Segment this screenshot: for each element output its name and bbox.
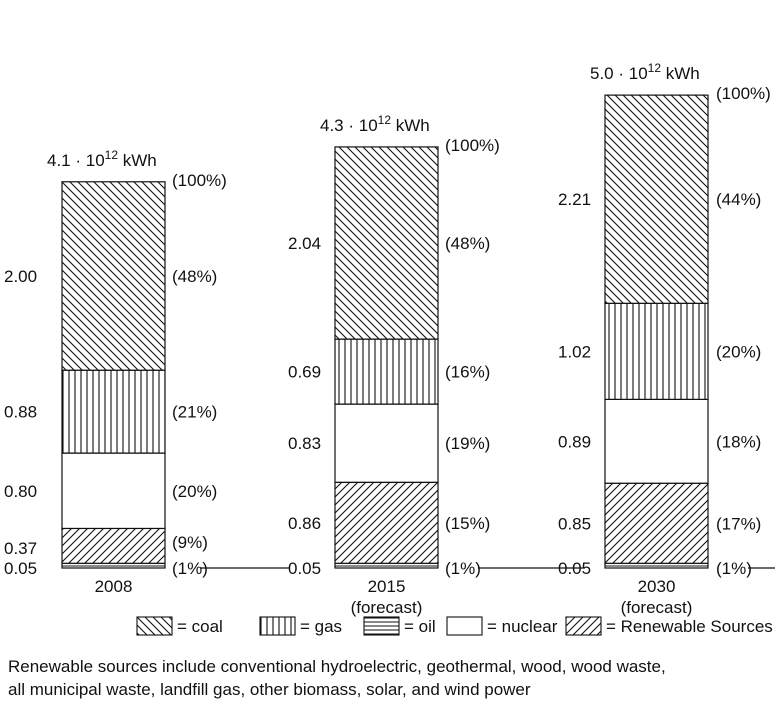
bar-segment-renewable-sources-2015 [334, 481, 439, 564]
percent-label-nuclear-2015: (19%) [445, 434, 490, 453]
value-label-oil-2008: 0.05 [4, 559, 37, 578]
bar-segment-coal-2015 [334, 146, 439, 340]
bar-segment-coal-2030 [604, 94, 709, 304]
value-label-gas-2030: 1.02 [558, 342, 591, 361]
category-label-2030: 2030 [638, 577, 676, 596]
legend-swatch-renewable-sources [565, 616, 602, 636]
bar-segment-renewable-sources-2030 [604, 482, 709, 564]
energy-stacked-bar-chart: 0.05 (1%) 0.37 (9%) 0.80 (20%) 0.88 (21%) 2.00 (4… [4, 61, 775, 636]
percent-label-nuclear-2030: (18%) [716, 432, 761, 451]
legend-swatch-nuclear [446, 616, 483, 636]
percent-label-oil-2008: (1%) [172, 559, 208, 578]
value-label-coal-2030: 2.21 [558, 190, 591, 209]
footnote-line-2: all municipal waste, landfill gas, other… [8, 680, 531, 699]
percent-label-renewable-sources-2030: (17%) [716, 514, 761, 533]
percent-label-coal-2030: (44%) [716, 190, 761, 209]
bar-segment-renewable-sources-2008 [61, 527, 166, 564]
value-label-renewable-sources-2015: 0.86 [288, 514, 321, 533]
legend-swatch-coal [136, 616, 173, 636]
bar-segment-gas-2008 [61, 369, 166, 454]
value-label-nuclear-2015: 0.83 [288, 434, 321, 453]
bar-segment-nuclear-2030 [604, 398, 709, 484]
bar-segment-oil-2015 [334, 562, 439, 569]
total-percent-label-2015: (100%) [445, 136, 500, 155]
footnote: Renewable sources include conventional h… [8, 655, 778, 701]
footnote-line-1: Renewable sources include conventional h… [8, 657, 666, 676]
percent-label-renewable-sources-2008: (9%) [172, 533, 208, 552]
percent-label-coal-2015: (48%) [445, 234, 490, 253]
category-note-2015: (forecast) [351, 598, 423, 617]
bar-segment-nuclear-2008 [61, 452, 166, 530]
bar-segment-coal-2008 [61, 181, 166, 371]
legend-label-renewable-sources: = Renewable Sources [606, 617, 773, 636]
bar-segment-oil-2030 [604, 562, 709, 569]
value-label-nuclear-2030: 0.89 [558, 432, 591, 451]
legend-label-oil: = oil [404, 617, 436, 636]
total-percent-label-2030: (100%) [716, 84, 771, 103]
percent-label-nuclear-2008: (20%) [172, 482, 217, 501]
legend-label-coal: = coal [177, 617, 223, 636]
bar-segment-oil-2008 [61, 562, 166, 569]
legend-swatch-oil [363, 616, 400, 636]
percent-label-oil-2015: (1%) [445, 559, 481, 578]
total-label-2030: 5.0 · 1012 kWh [590, 61, 700, 83]
category-note-2030: (forecast) [621, 598, 693, 617]
value-label-renewable-sources-2008: 0.37 [4, 539, 37, 558]
total-label-2008: 4.1 · 1012 kWh [47, 148, 157, 170]
percent-label-gas-2008: (21%) [172, 403, 217, 422]
category-label-2008: 2008 [95, 577, 133, 596]
total-percent-label-2008: (100%) [172, 171, 227, 190]
category-label-2015: 2015 [368, 577, 406, 596]
value-label-oil-2015: 0.05 [288, 559, 321, 578]
value-label-gas-2015: 0.69 [288, 363, 321, 382]
percent-label-gas-2030: (20%) [716, 342, 761, 361]
value-label-coal-2008: 2.00 [4, 267, 37, 286]
value-label-coal-2015: 2.04 [288, 234, 321, 253]
percent-label-renewable-sources-2015: (15%) [445, 514, 490, 533]
bar-segment-gas-2030 [604, 302, 709, 400]
bar-segment-nuclear-2015 [334, 403, 439, 483]
total-label-2015: 4.3 · 1012 kWh [320, 113, 430, 135]
percent-label-oil-2030: (1%) [716, 559, 752, 578]
legend-swatch-gas [259, 616, 296, 636]
legend-label-gas: = gas [300, 617, 342, 636]
value-label-oil-2030: 0.05 [558, 559, 591, 578]
bar-segment-gas-2015 [334, 338, 439, 405]
legend-label-nuclear: = nuclear [487, 617, 558, 636]
value-label-renewable-sources-2030: 0.85 [558, 514, 591, 533]
value-label-nuclear-2008: 0.80 [4, 482, 37, 501]
percent-label-coal-2008: (48%) [172, 267, 217, 286]
value-label-gas-2008: 0.88 [4, 403, 37, 422]
percent-label-gas-2015: (16%) [445, 363, 490, 382]
